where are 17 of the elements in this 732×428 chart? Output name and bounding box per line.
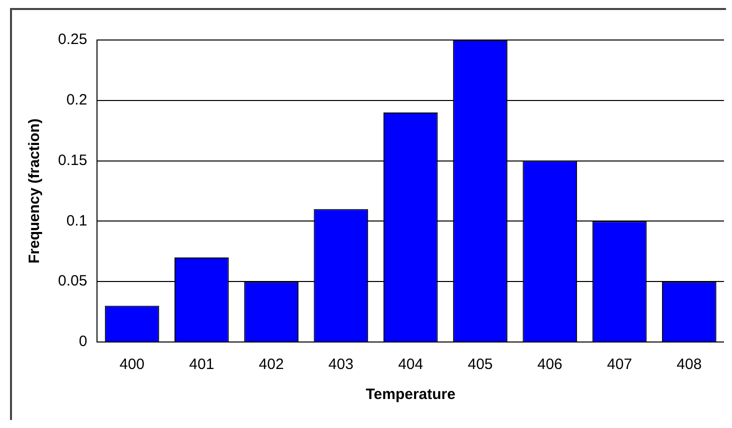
x-tick-label: 408 [676,356,702,374]
x-tick-label: 402 [258,356,284,374]
x-tick-label: 404 [398,356,424,374]
x-tick-label: 406 [537,356,562,374]
y-tick-label: 0.2 [66,92,88,109]
x-tick-label: 405 [468,356,493,374]
x-tick-label: 401 [189,356,214,374]
x-tick-label: 403 [328,356,354,374]
x-tick-label: 400 [120,356,145,374]
x-tick-label: 407 [607,356,632,374]
y-tick-label: 0 [78,333,88,350]
x-axis-title: Temperature [366,386,456,404]
y-tick-label: 0.15 [58,152,88,169]
y-tick-label: 0.25 [58,31,88,48]
y-axis-title: Frequency (fraction) [26,118,44,264]
y-tick-label: 0.05 [58,272,88,290]
y-tick-label: 0.1 [66,212,88,230]
